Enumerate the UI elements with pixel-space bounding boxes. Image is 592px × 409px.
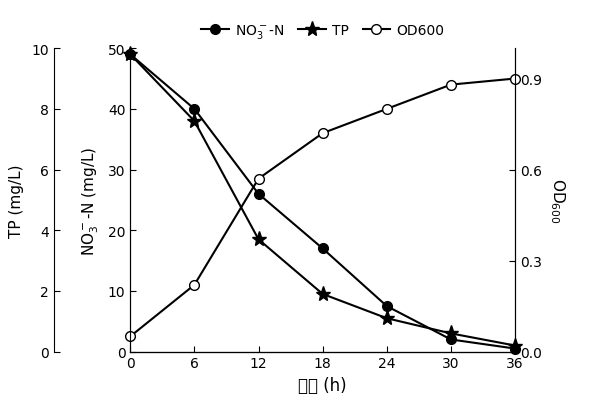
OD600 — [127, 334, 134, 339]
NO$_3^-$-N — [255, 192, 262, 197]
TP — [127, 53, 134, 58]
Line: NO$_3^-$-N: NO$_3^-$-N — [126, 50, 520, 353]
Y-axis label: TP (mg/L): TP (mg/L) — [9, 164, 24, 237]
OD600 — [319, 131, 326, 136]
NO$_3^-$-N — [127, 53, 134, 58]
Y-axis label: OD$_{600}$: OD$_{600}$ — [548, 178, 567, 223]
OD600 — [191, 283, 198, 288]
NO$_3^-$-N — [383, 304, 390, 309]
Y-axis label: NO$_3^-$-N (mg/L): NO$_3^-$-N (mg/L) — [81, 146, 101, 255]
TP — [383, 316, 390, 321]
NO$_3^-$-N — [191, 107, 198, 112]
OD600 — [448, 83, 455, 88]
NO$_3^-$-N — [319, 246, 326, 251]
OD600 — [511, 77, 519, 82]
X-axis label: 时间 (h): 时间 (h) — [298, 376, 347, 394]
TP — [255, 237, 262, 242]
Line: TP: TP — [123, 47, 523, 353]
OD600 — [255, 177, 262, 182]
NO$_3^-$-N — [511, 346, 519, 351]
OD600 — [383, 107, 390, 112]
Line: OD600: OD600 — [126, 74, 520, 342]
TP — [191, 119, 198, 124]
TP — [511, 343, 519, 348]
Legend: NO$_3^-$-N, TP, OD600: NO$_3^-$-N, TP, OD600 — [196, 17, 449, 46]
TP — [448, 331, 455, 336]
TP — [319, 292, 326, 297]
NO$_3^-$-N — [448, 337, 455, 342]
